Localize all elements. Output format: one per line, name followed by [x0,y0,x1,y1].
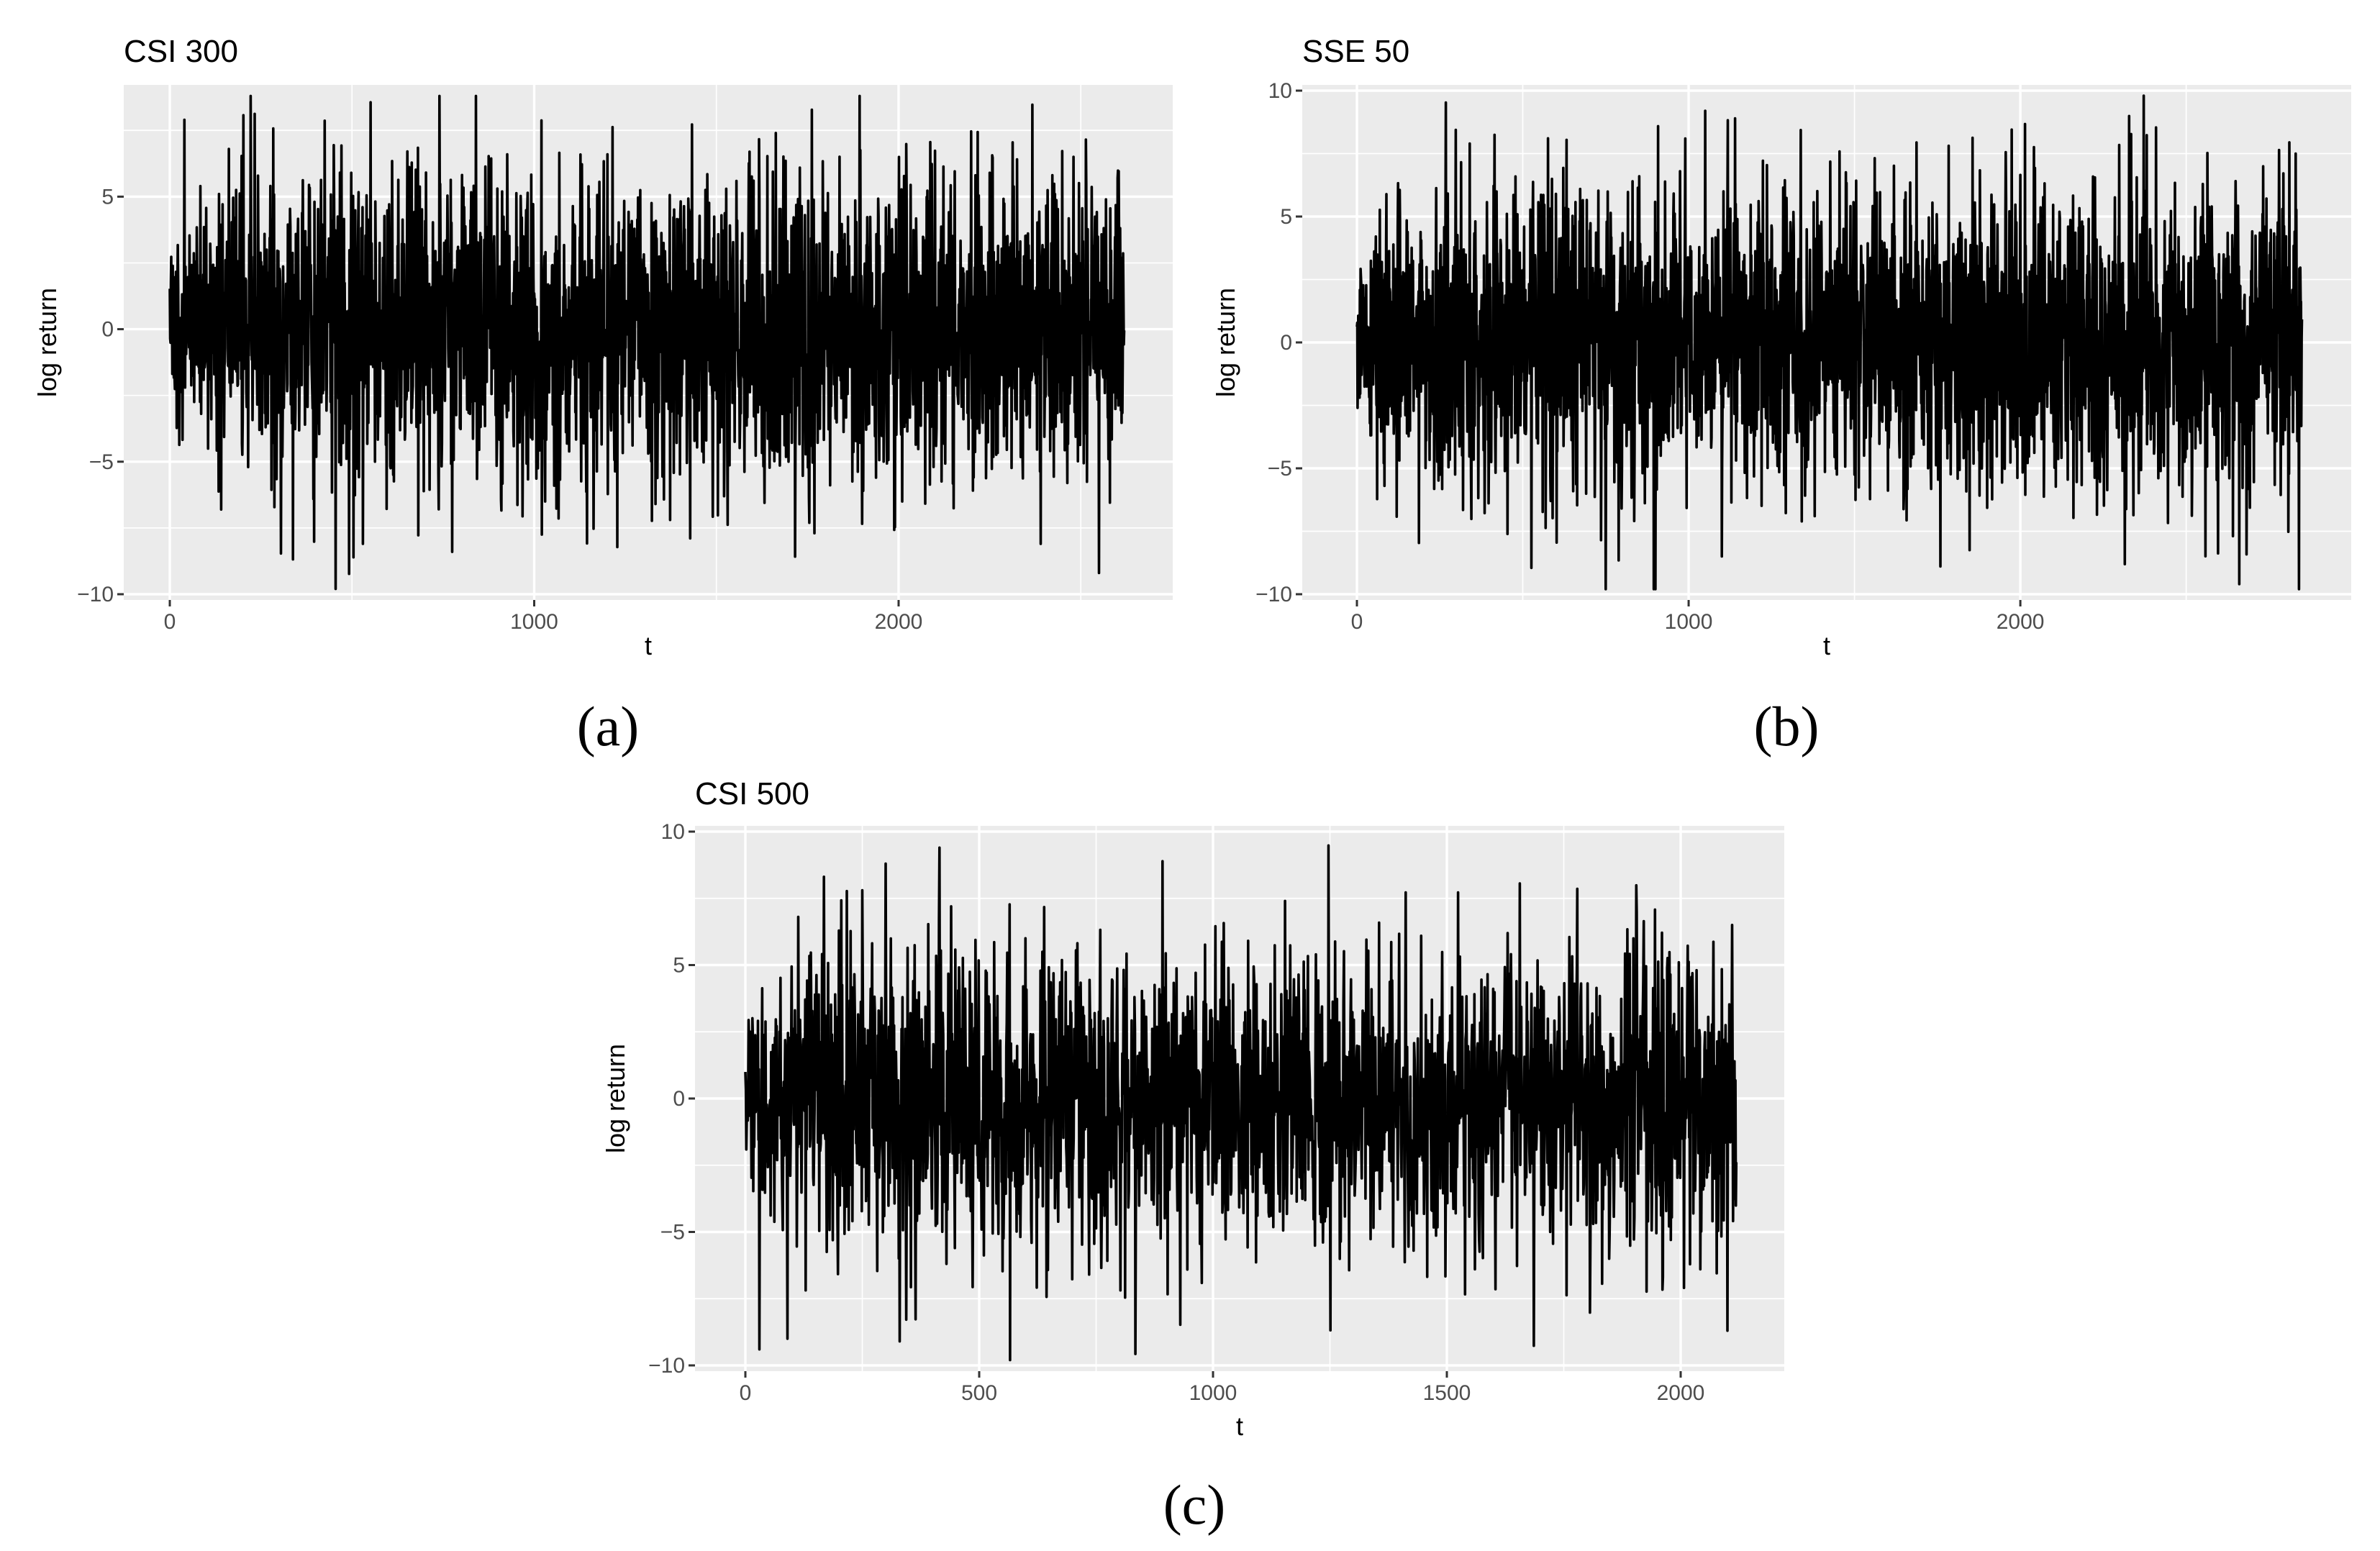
x-tick-label: 1000 [1665,610,1713,634]
panel-caption-b: (b) [1754,695,1820,758]
y-tick-label: −10 [77,583,114,606]
panel-caption-c: (c) [1163,1473,1226,1536]
log-return-series-line [744,844,1738,1362]
x-tick-label: 0 [164,610,176,634]
y-tick-label: 0 [101,318,114,342]
x-tick-label: 1000 [510,610,558,634]
chart-title: CSI 500 [695,776,809,811]
panel-caption-a: (a) [577,695,640,758]
x-tick-label: 2000 [875,610,923,634]
chart-csi500: CSI 500 0 500 1000 1500 2000 −10 −5 0 5 10 t log … [601,776,1784,1536]
x-tick-label: 0 [740,1381,752,1405]
y-tick-label: 0 [673,1087,685,1111]
x-tick-label: 0 [1351,610,1363,634]
log-return-series-line [1355,94,2304,591]
x-tick-label: 500 [961,1381,997,1405]
x-tick-label: 1500 [1423,1381,1471,1405]
chart-sse50: SSE 50 0 1000 2000 −10 −5 0 5 10 t log return (… [1211,34,2351,758]
chart-title: CSI 300 [124,34,238,69]
log-return-series-line [168,94,1126,591]
y-tick-label: −5 [660,1221,685,1245]
chart-csi300: CSI 300 0 1000 2000 −10 −5 0 5 t log return (a… [32,34,1173,758]
x-tick-label: 1000 [1189,1381,1237,1405]
y-tick-label: 10 [661,820,685,844]
y-axis-label: log return [32,288,62,397]
y-tick-label: −5 [1268,457,1292,481]
y-tick-label: 10 [1268,79,1292,103]
x-axis-label: t [1823,631,1830,660]
x-tick-label: 2000 [1657,1381,1705,1405]
y-axis-label: log return [601,1044,630,1153]
y-tick-label: −10 [1255,583,1292,606]
y-tick-label: 5 [1280,205,1292,229]
x-tick-label: 2000 [1997,610,2045,634]
y-tick-label: 5 [101,185,114,209]
y-tick-label: −10 [648,1354,685,1378]
y-tick-label: 0 [1280,331,1292,355]
x-axis-label: t [1236,1411,1243,1441]
y-tick-label: −5 [89,450,114,474]
y-tick-label: 5 [673,954,685,978]
y-axis-label: log return [1211,288,1240,397]
x-axis-label: t [645,631,652,660]
chart-title: SSE 50 [1302,34,1409,69]
